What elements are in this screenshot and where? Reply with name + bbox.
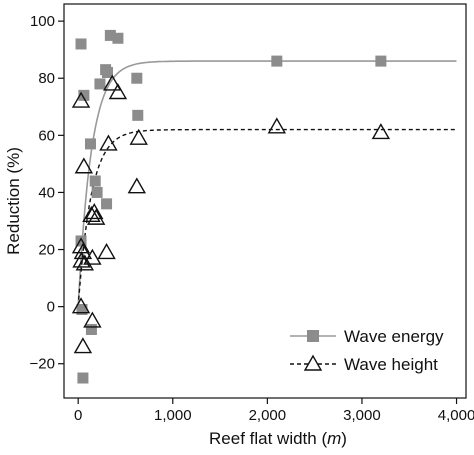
data-point-wave-height <box>85 203 104 220</box>
data-point-wave-energy <box>77 372 89 384</box>
y-tick-label: 100 <box>30 13 55 30</box>
data-point-wave-height <box>129 128 148 145</box>
data-point-wave-height <box>72 251 91 268</box>
data-point-wave-energy <box>101 198 113 210</box>
axis-labels: Reef flat width (m) Reduction (%) <box>4 147 347 448</box>
data-point-wave-height <box>83 311 102 328</box>
x-axis-label-close: ) <box>341 429 347 448</box>
plot-layer <box>71 29 457 384</box>
data-point-wave-height <box>74 157 94 174</box>
data-point-wave-height <box>97 242 116 260</box>
data-point-wave-height <box>371 123 391 140</box>
data-point-wave-energy <box>75 38 87 50</box>
data-point-wave-height <box>127 177 147 194</box>
data-point-wave-energy <box>271 55 283 67</box>
data-point-wave-energy <box>76 303 88 315</box>
x-tick-label: 0 <box>74 407 82 424</box>
legend-label-wave-height: Wave height <box>344 355 438 374</box>
fit-curve-wave-height <box>77 128 457 307</box>
data-point-wave-energy <box>104 29 116 41</box>
data-point-wave-energy <box>375 55 387 67</box>
data-point-wave-energy <box>102 67 114 79</box>
data-point-wave-height <box>73 337 93 354</box>
data-point-wave-energy <box>131 72 143 84</box>
y-tick-label: 60 <box>38 127 55 144</box>
data-point-wave-height <box>108 83 128 100</box>
x-axis-label-unit: m <box>327 429 341 448</box>
data-point-wave-height <box>82 205 101 222</box>
y-tick-label: 0 <box>47 299 55 316</box>
plot-frame <box>63 3 467 399</box>
y-axis-label: Reduction (%) <box>4 147 23 255</box>
x-tick-label: 1,000 <box>154 407 192 424</box>
data-point-wave-energy <box>75 235 87 247</box>
data-point-wave-energy <box>94 78 106 90</box>
y-tick-label: 80 <box>38 70 55 87</box>
y-tick-label: 40 <box>38 184 55 201</box>
legend: Wave energy Wave height <box>276 318 462 380</box>
legend-marker-wave-energy <box>307 330 319 342</box>
data-point-wave-height <box>86 208 106 225</box>
x-tick-label: 2,000 <box>249 407 287 424</box>
x-axis-label-main: Reef flat width ( <box>209 429 327 448</box>
data-point-wave-height <box>75 254 95 271</box>
data-point-wave-energy <box>78 89 90 101</box>
data-point-wave-height <box>99 134 118 151</box>
axis-layer: 0 1,000 2,000 3,000 4,000 −20 0 20 40 60 80 100 <box>30 3 474 424</box>
data-point-wave-height <box>71 297 91 314</box>
data-point-wave-height <box>103 74 122 91</box>
data-point-wave-height <box>71 91 91 108</box>
legend-label-wave-energy: Wave energy <box>344 327 444 346</box>
data-point-wave-energy <box>112 32 124 44</box>
data-point-wave-height <box>267 117 287 134</box>
fit-curve-wave-energy <box>77 60 457 307</box>
data-point-wave-energy <box>89 175 101 187</box>
data-point-wave-energy <box>84 138 96 150</box>
data-point-wave-height <box>83 248 102 265</box>
y-tick-label: 20 <box>38 242 55 259</box>
legend-marker-wave-height <box>303 354 323 371</box>
data-point-wave-energy <box>132 109 144 121</box>
x-tick-label: 4,000 <box>438 407 474 424</box>
data-point-wave-energy <box>91 186 103 198</box>
y-tick-label: −20 <box>30 356 55 373</box>
data-point-wave-energy <box>85 323 97 335</box>
x-axis-label: Reef flat width (m) <box>209 429 347 448</box>
x-tick-label: 3,000 <box>343 407 381 424</box>
